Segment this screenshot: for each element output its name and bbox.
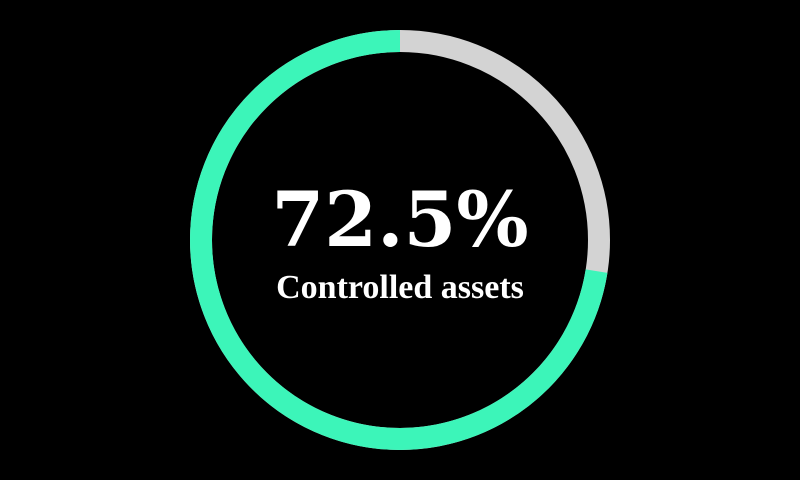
value-label: 72.5%: [271, 175, 528, 264]
gauge-label: Controlled assets: [276, 269, 524, 306]
gauge: [190, 30, 610, 450]
gauge-arc: [190, 30, 608, 450]
